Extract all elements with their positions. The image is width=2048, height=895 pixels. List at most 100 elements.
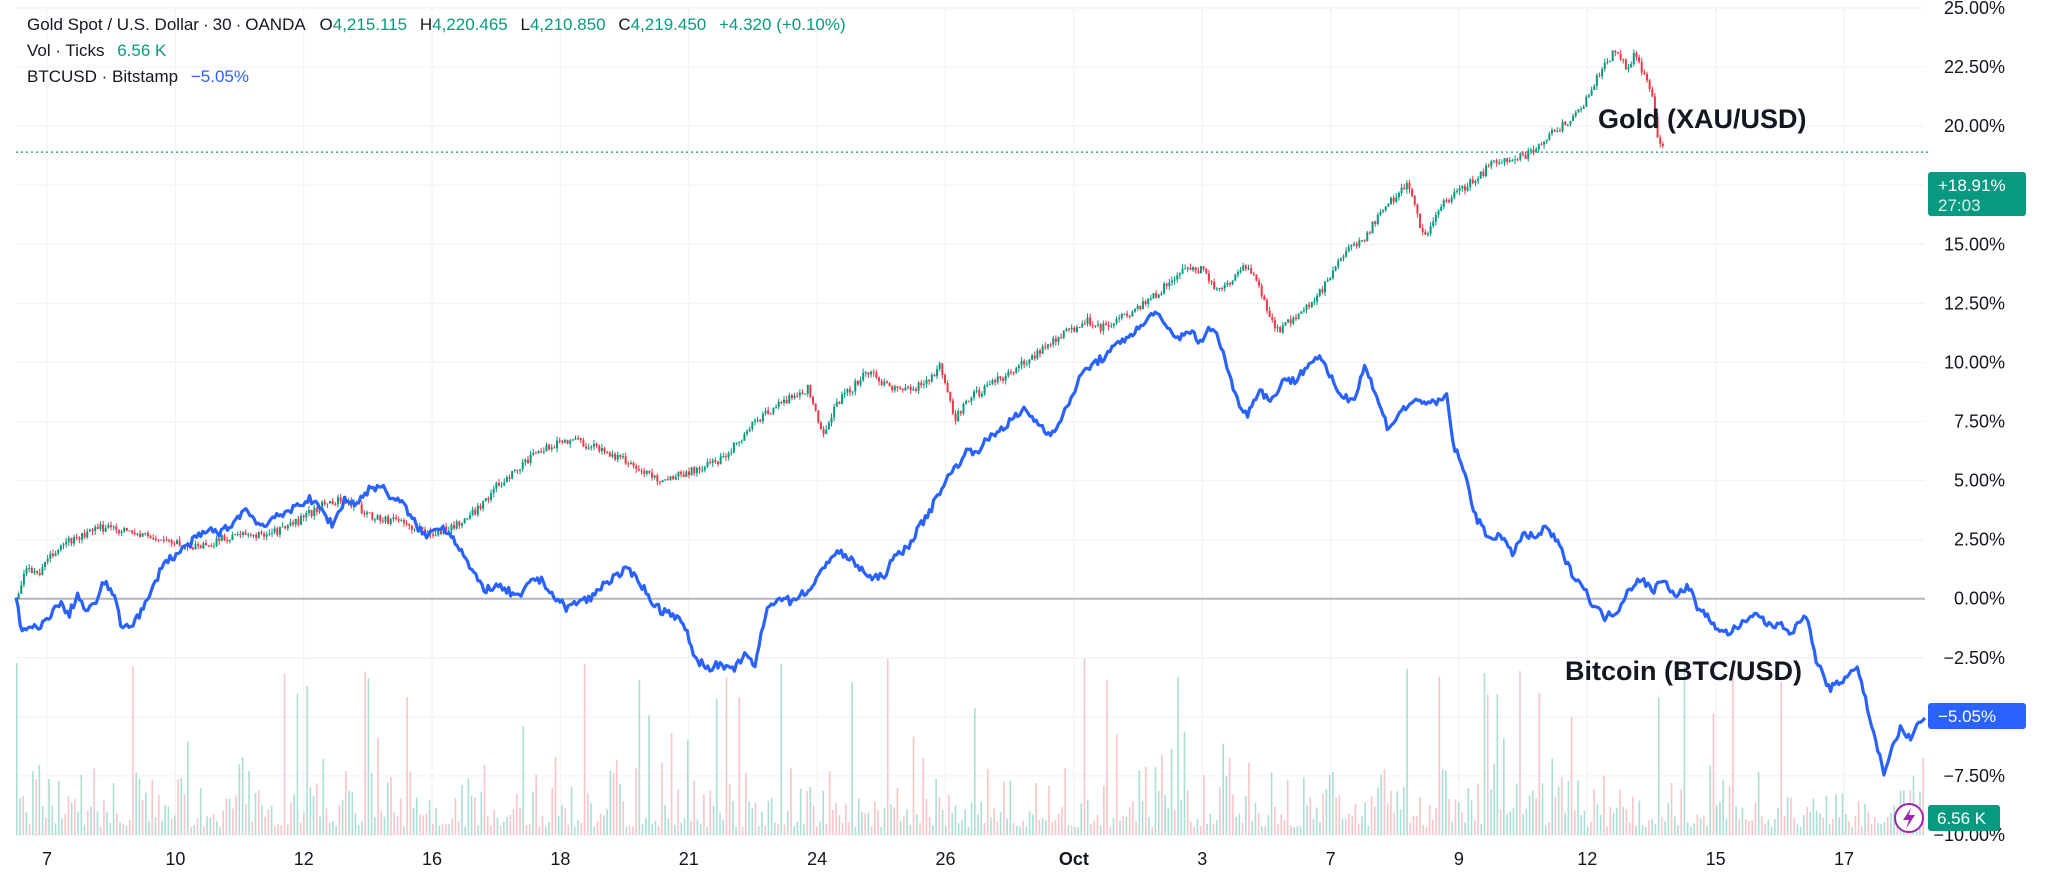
legend-row-compare[interactable]: BTCUSD · Bitstamp −5.05% bbox=[27, 64, 846, 90]
volume-bar bbox=[1615, 807, 1618, 835]
volume-bar bbox=[725, 677, 728, 835]
gold-candle bbox=[323, 501, 326, 505]
y-tick-label: 12.50% bbox=[1944, 293, 2005, 313]
volume-bar bbox=[1399, 809, 1402, 835]
volume-bar bbox=[1799, 826, 1802, 835]
gold-candle bbox=[1529, 149, 1532, 151]
gold-candle bbox=[102, 524, 105, 532]
volume-bar bbox=[1583, 810, 1586, 835]
volume-bar bbox=[1106, 680, 1108, 835]
volume-bar bbox=[1554, 796, 1557, 835]
gold-candle bbox=[730, 452, 733, 454]
volume-bar bbox=[48, 778, 50, 835]
volume-bar bbox=[557, 816, 560, 835]
volume-bar bbox=[1361, 816, 1363, 835]
gold-candle bbox=[1368, 232, 1371, 234]
gold-candle bbox=[94, 526, 97, 531]
bolt-icon bbox=[1903, 808, 1915, 829]
volume-bar bbox=[567, 824, 570, 835]
x-tick-label: 9 bbox=[1454, 849, 1464, 869]
volume-bar bbox=[1015, 826, 1018, 835]
volume-bar bbox=[1396, 791, 1399, 835]
volume-bar bbox=[261, 804, 263, 835]
gold-candle bbox=[643, 470, 646, 474]
gold-candle bbox=[841, 394, 844, 404]
gold-candle bbox=[1622, 59, 1625, 61]
gold-candle bbox=[1102, 323, 1105, 331]
volume-bar bbox=[361, 820, 363, 835]
gold-candle bbox=[426, 531, 429, 533]
gold-candle bbox=[405, 523, 408, 525]
gold-candle bbox=[843, 392, 846, 395]
gold-candle bbox=[120, 531, 123, 534]
volume-bar bbox=[1070, 825, 1073, 835]
volume-bar bbox=[351, 791, 354, 835]
volume-bar bbox=[1261, 826, 1263, 835]
volume-bar bbox=[1699, 818, 1702, 835]
volume-bar bbox=[741, 826, 744, 835]
volume-bar bbox=[1803, 815, 1805, 835]
volume-bar bbox=[396, 816, 399, 835]
volume-bar bbox=[1838, 817, 1841, 835]
volume-bar bbox=[451, 817, 454, 835]
volume-bar bbox=[235, 795, 237, 835]
volume-bar bbox=[232, 808, 234, 835]
volume-bar bbox=[793, 825, 795, 835]
volume-bar bbox=[545, 826, 547, 835]
volume-bar bbox=[1138, 770, 1141, 835]
gold-candle bbox=[73, 537, 76, 544]
volume-bar bbox=[1438, 676, 1441, 835]
volume-bar bbox=[506, 816, 508, 835]
gold-candle bbox=[175, 540, 178, 544]
volume-bar bbox=[993, 808, 995, 835]
volume-bar bbox=[1603, 775, 1605, 835]
gold-candle bbox=[1165, 283, 1168, 287]
legend-o-value: 4,215.115 bbox=[332, 15, 408, 34]
gold-candle bbox=[1390, 197, 1393, 204]
gold-candle bbox=[732, 442, 735, 453]
volume-bar bbox=[225, 798, 228, 835]
gold-candle bbox=[1075, 327, 1078, 332]
volume-bar bbox=[1864, 804, 1866, 835]
gold-candle bbox=[542, 451, 545, 453]
volume-bar bbox=[1041, 818, 1044, 835]
gold-candle bbox=[1223, 284, 1226, 289]
gold-candle bbox=[75, 537, 78, 539]
legend-interval: 30 bbox=[212, 15, 232, 34]
gold-candle bbox=[666, 479, 669, 481]
x-tick-label: 16 bbox=[422, 849, 442, 869]
gold-candle bbox=[912, 388, 915, 391]
volume-bar bbox=[1115, 734, 1118, 835]
gold-candle bbox=[67, 538, 70, 542]
volume-bar bbox=[1493, 764, 1495, 835]
volume-bar bbox=[1632, 796, 1634, 835]
volume-bar bbox=[1773, 819, 1776, 835]
gold-candle bbox=[1453, 191, 1456, 198]
volume-bar bbox=[64, 813, 66, 835]
gold-candle bbox=[178, 540, 181, 546]
legend-c-label: C bbox=[618, 15, 631, 34]
x-axis[interactable]: 7 10 12 16 18 21 24 26 Oct 3 7 9 12 15 17 bbox=[42, 849, 1854, 869]
bolt-icon-button[interactable] bbox=[1894, 803, 1924, 833]
volume-bar bbox=[574, 826, 576, 835]
gold-candle bbox=[1091, 325, 1094, 327]
gold-candle bbox=[698, 467, 701, 470]
volume-bar bbox=[722, 819, 725, 835]
volume-bar bbox=[1538, 692, 1541, 835]
gold-candle bbox=[1632, 52, 1635, 65]
gold-candle bbox=[1616, 52, 1619, 54]
volume-bar bbox=[154, 817, 157, 835]
gold-candle bbox=[62, 544, 65, 546]
volume-bar bbox=[306, 685, 308, 835]
volume-bar bbox=[1299, 826, 1302, 835]
volume-bar bbox=[357, 824, 360, 835]
volume-bar bbox=[1651, 819, 1654, 835]
volume-bar bbox=[703, 794, 705, 835]
legend-row-volume[interactable]: Vol · Ticks 6.56 K bbox=[27, 38, 846, 64]
gold-candle bbox=[938, 363, 941, 370]
volume-bar bbox=[1870, 823, 1873, 835]
gold-candle bbox=[1413, 195, 1416, 205]
legend-row-main[interactable]: Gold Spot / U.S. Dollar · 30 · OANDA O4,215.… bbox=[27, 15, 846, 34]
gold-candle bbox=[22, 573, 25, 585]
volume-bar bbox=[328, 822, 331, 835]
